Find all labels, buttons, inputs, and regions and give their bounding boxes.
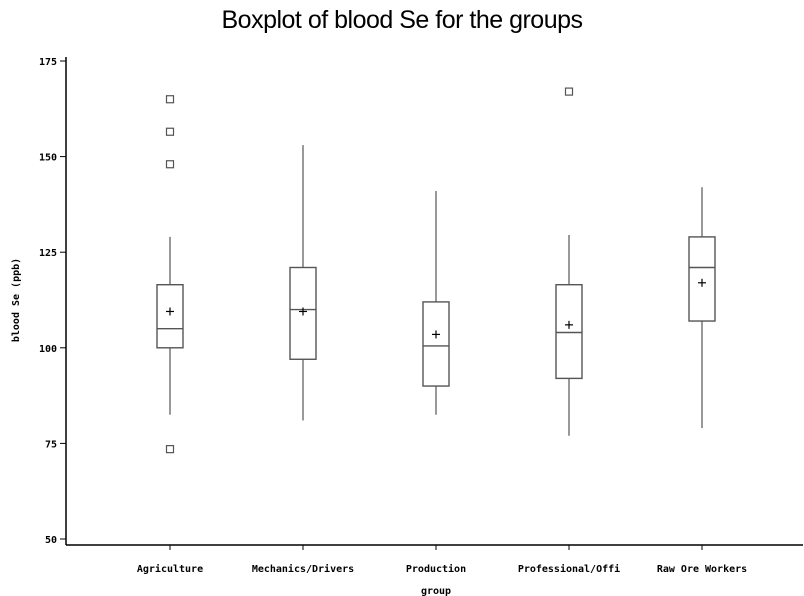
outlier-point xyxy=(165,160,175,169)
box xyxy=(289,266,317,360)
y-axis: 50 75 100 125 150 175 xyxy=(39,57,66,546)
x-axis: Agriculture Mechanics/Drivers Production Pr… xyxy=(137,545,747,575)
y-tick-label: 100 xyxy=(39,344,57,355)
x-tick-label: Agriculture xyxy=(137,563,203,575)
outlier-point xyxy=(165,127,175,136)
x-tick-label: Professional/Offi xyxy=(518,563,620,575)
y-axis-title: blood Se (ppb) xyxy=(11,258,22,342)
plot-frame xyxy=(65,57,803,546)
x-tick-label: Raw Ore Workers xyxy=(657,564,747,575)
outlier-point xyxy=(165,445,175,454)
x-axis-title: group xyxy=(421,586,451,596)
box xyxy=(555,284,583,380)
y-tick-label: 175 xyxy=(39,57,57,68)
box-group xyxy=(422,191,450,415)
x-tick-label: Production xyxy=(406,563,466,575)
x-tick-label: Mechanics/Drivers xyxy=(252,563,354,575)
box xyxy=(156,284,184,349)
y-tick-label: 125 xyxy=(39,248,57,259)
y-tick-label: 50 xyxy=(45,535,57,546)
box-group xyxy=(289,145,317,421)
box xyxy=(688,236,716,322)
box-group xyxy=(555,87,583,436)
chart-title: Boxplot of blood Se for the groups xyxy=(221,6,583,34)
boxes-layer xyxy=(156,87,716,454)
outlier-point xyxy=(165,95,175,104)
y-tick-label: 75 xyxy=(45,439,57,450)
outlier-point xyxy=(564,87,574,96)
y-tick-label: 150 xyxy=(39,153,57,164)
box-group xyxy=(688,187,716,429)
box xyxy=(422,301,450,387)
box-group xyxy=(156,95,184,454)
